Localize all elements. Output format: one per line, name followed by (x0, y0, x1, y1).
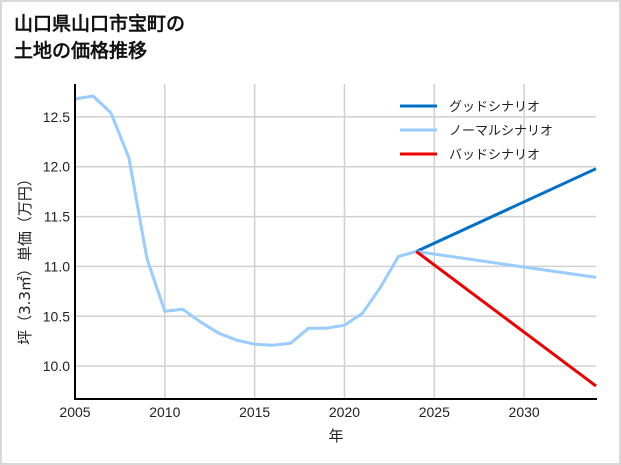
chart-title: 山口県山口市宝町の 土地の価格推移 (14, 11, 185, 65)
series-line (74, 94, 417, 347)
legend-item-good: グッドシナリオ (400, 100, 540, 115)
series-line (416, 250, 597, 279)
chart-title-line2: 土地の価格推移 (14, 40, 148, 62)
y-axis-label: 坪（3.3㎡）単価（万円） (16, 171, 34, 345)
y-tick-label: 11.0 (44, 258, 70, 274)
data-series (74, 94, 597, 388)
y-tick-label: 10.0 (43, 358, 70, 374)
x-tick-label: 2005 (59, 404, 90, 420)
x-tick-label: 2020 (329, 404, 360, 420)
legend-label-good: グッドシナリオ (449, 100, 540, 115)
x-tick-label: 2010 (149, 404, 180, 420)
y-tick-label: 11.5 (44, 209, 70, 225)
legend-item-bad: バッドシナリオ (400, 148, 540, 163)
y-tick-label: 10.5 (43, 308, 70, 324)
x-tick-label: 2030 (509, 404, 540, 420)
x-tick-labels: 2005 2010 2015 2020 2025 2030 (59, 404, 539, 420)
chart-title-line1: 山口県山口市宝町の (14, 13, 186, 35)
x-tick-label: 2025 (419, 404, 450, 420)
x-axis-label: 年 (328, 427, 343, 445)
x-tick-label: 2015 (239, 404, 270, 420)
legend-label-normal: ノーマルシナリオ (449, 124, 553, 139)
grid-lines (75, 84, 596, 399)
y-tick-label: 12.0 (43, 159, 70, 175)
y-tick-labels: 10.0 10.5 11.0 11.5 12.0 12.5 (43, 109, 70, 374)
series-line (415, 250, 597, 388)
axes (74, 84, 597, 400)
series-line (415, 167, 597, 253)
legend-item-normal: ノーマルシナリオ (400, 124, 553, 139)
y-tick-label: 12.5 (43, 109, 70, 125)
legend-label-bad: バッドシナリオ (449, 148, 540, 163)
legend: グッドシナリオ ノーマルシナリオ バッドシナリオ (400, 100, 553, 163)
